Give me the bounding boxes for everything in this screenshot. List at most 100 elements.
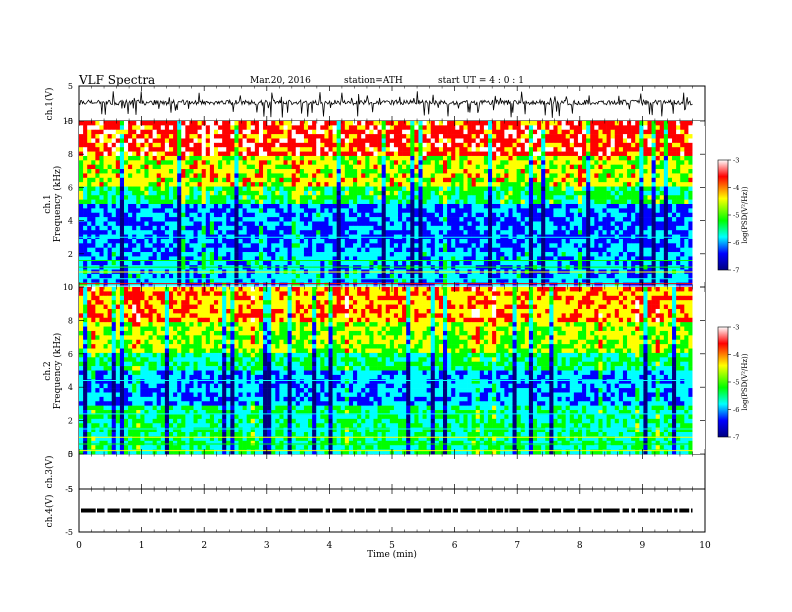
spectrogram-cell [545,195,550,200]
spectrogram-cell [324,142,329,148]
spectrogram-cell [303,177,309,183]
spectrogram-cell [316,260,321,266]
spectrogram-cell [549,147,554,152]
spectrogram-cell [328,186,333,192]
spectrogram-cell [185,151,190,157]
spectrogram-cell [332,186,337,192]
spectrogram-cell [173,177,178,183]
spectrogram-cell [389,151,395,157]
spectrogram-cell [467,160,472,165]
spectrogram-cell [87,173,92,179]
spectrogram-cell [447,160,452,165]
spectrogram-cell [87,256,92,262]
spectrogram-cell [402,260,407,266]
spectrogram-cell [357,195,362,200]
spectrogram-cell [283,243,288,248]
spectrogram-cell [422,217,427,222]
spectrogram-cell [320,121,325,126]
spectrogram-cell [83,169,88,174]
spectrogram-cell [573,212,579,218]
spectrogram-cell [622,238,628,244]
spectrogram-cell [680,164,685,170]
spectrogram-cell [332,212,337,218]
spectrogram-cell [520,221,526,227]
spectrogram-cell [426,155,432,161]
spectrogram-cell [672,238,677,244]
spectrogram-cell [308,151,313,157]
spectrogram-cell [618,260,624,266]
spectrogram-cell [475,182,481,187]
spectrogram-cell [254,204,260,209]
spectrogram-cell [348,169,354,174]
spectrogram-cell [340,164,346,170]
spectrogram-cell [156,247,162,253]
spectrogram-cell [230,252,235,257]
spectrogram-cell [185,138,190,144]
spectrogram-cell [128,230,133,235]
spectrogram-cell [614,121,620,126]
spectrogram-cell [467,125,472,131]
spectrogram-cell [193,173,198,179]
spectrogram-cell [287,147,292,152]
spectrogram-cell [218,182,223,187]
spectrogram-cell [385,190,391,196]
spectrogram-cell [594,129,599,135]
spectrogram-cell [532,256,538,262]
spectrogram-cell [336,169,342,174]
spectrogram-cell [295,177,301,183]
spectrogram-cell [128,138,133,144]
spectrogram-cell [344,177,350,183]
spectrogram-cell [119,147,125,152]
spectrogram-cell [344,173,350,179]
spectrogram-cell [250,160,256,165]
spectrogram-cell [99,121,104,126]
spectrogram-cell [467,217,472,222]
spectrogram-cell [475,160,481,165]
spectrogram-cell [185,177,190,183]
spectrogram-cell [144,138,149,144]
spectrogram-cell [283,155,288,161]
spectrogram-cell [238,151,243,157]
spectrogram-cell [622,195,628,200]
spectrogram-cell [381,230,387,235]
spectrogram-cell [434,225,440,231]
spectrogram-cell [483,195,489,200]
spectrogram-cell [406,199,411,205]
spectrogram-cell [230,230,235,235]
spectrogram-cell [639,125,644,131]
spectrogram-cell [258,186,264,192]
spectrogram-cell [115,221,121,227]
spectrogram-cell [569,217,575,222]
spectrogram-cell [537,247,542,253]
spectrogram-cell [635,221,640,227]
spectrogram-cell [622,186,628,192]
spectrogram-cell [577,199,583,205]
spectrogram-cell [119,164,125,170]
spectrogram-cell [663,177,669,183]
spectrogram-cell [209,260,215,266]
spectrogram-cell [373,247,378,253]
spectrogram-cell [205,186,211,192]
spectrogram-cell [99,182,104,187]
spectrogram-cell [226,182,231,187]
spectrogram-cell [234,182,239,187]
spectrogram-cell [647,182,652,187]
spectrogram-cell [148,129,153,135]
spectrogram-cell [483,256,489,262]
spectrogram-cell [655,256,661,262]
spectrogram-cell [422,129,427,135]
spectrogram-cell [246,195,252,200]
spectrogram-cell [205,134,211,139]
spectrogram-cell [164,151,170,157]
spectrogram-cell [627,160,632,165]
spectrogram-cell [238,195,243,200]
spectrogram-cell [246,260,252,266]
spectrogram-cell [357,260,362,266]
spectrogram-cell [561,151,566,157]
spectrogram-cell [393,252,399,257]
spectrogram-cell [398,186,403,192]
spectrogram-cell [328,151,333,157]
spectrogram-cell [614,225,620,231]
spectrogram-cell [213,225,219,231]
spectrogram-cell [393,147,399,152]
